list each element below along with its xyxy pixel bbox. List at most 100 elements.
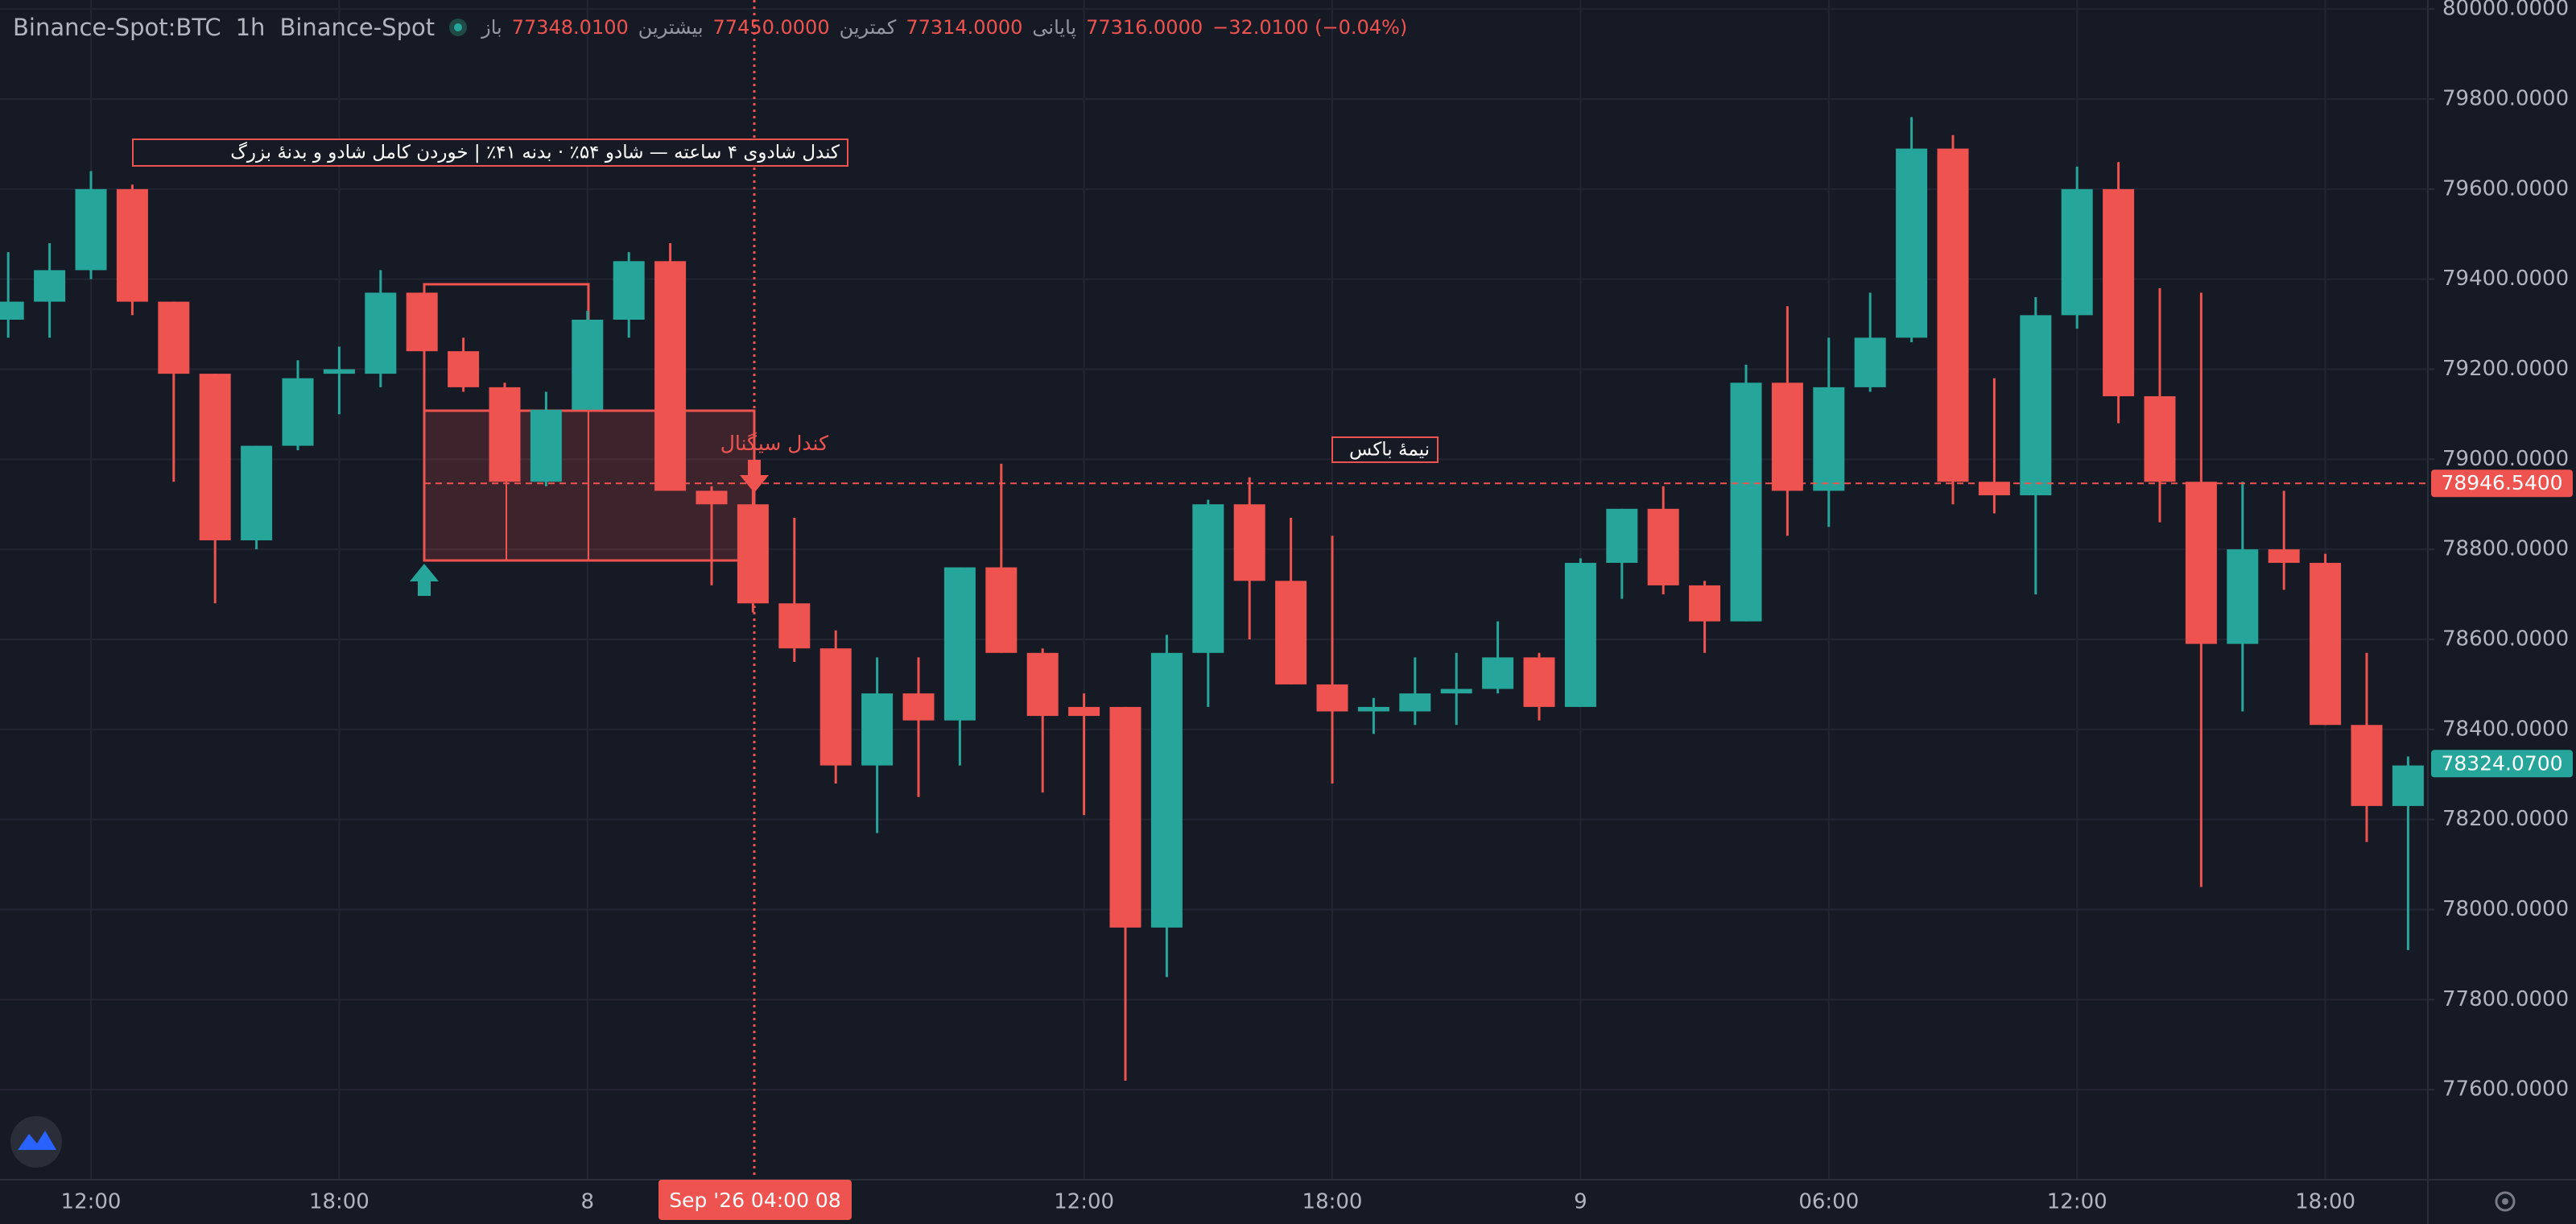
candle-body (2392, 765, 2424, 806)
candle-body (406, 292, 438, 352)
ohlc-label: بیشترین (638, 16, 704, 39)
y-tick-label: 78000.0000 (2442, 897, 2569, 921)
candle-body (1192, 504, 1224, 653)
candle-body (2185, 482, 2217, 644)
x-tick-label: 18:00 (2295, 1190, 2355, 1214)
change: −32.0100 (−0.04%) (1212, 16, 1408, 39)
candle-body (1399, 693, 1431, 712)
candle-body (241, 445, 273, 540)
logo (10, 1116, 62, 1168)
candle-body (1937, 148, 1969, 482)
x-tick-label: 18:00 (309, 1190, 369, 1214)
x-tick-label: 06:00 (1798, 1190, 1859, 1214)
settings-icon[interactable] (2495, 1191, 2516, 1212)
y-tick-label: 79400.0000 (2442, 267, 2569, 291)
signal-label: کندل سیگنال (720, 432, 828, 455)
candle-body (158, 301, 190, 374)
candle-body (1523, 657, 1555, 707)
ohlc-value: 77450.0000 (712, 16, 830, 39)
candle-body (2144, 396, 2176, 482)
ohlc-value: 77316.0000 (1086, 16, 1203, 39)
overlays: کندل شادوی ۴ ساعته — شادو ۵۴٪ · بدنه ۴۱٪… (132, 0, 2428, 1180)
ohlc-label: پایانی (1032, 16, 1077, 39)
y-tick-label: 77800.0000 (2442, 987, 2569, 1011)
down-arrow (740, 460, 769, 493)
candle-body (819, 648, 852, 766)
axes: 77600.0000 77800.0000 78000.0000 78200.0000… (61, 0, 2573, 1220)
y-tick-label: 79800.0000 (2442, 87, 2569, 111)
candle-body (943, 567, 976, 721)
exchange: Binance-Spot (279, 14, 436, 41)
annotation-text: کندل شادوی ۴ ساعته — شادو ۵۴٪ · بدنه ۴۱٪… (230, 142, 840, 163)
ohlc-label: کمترین (839, 16, 897, 39)
candle-body (1647, 508, 1679, 585)
candle-body (1068, 706, 1100, 717)
candle-body (489, 387, 521, 482)
candle-body (2020, 315, 2052, 496)
candle-body (1233, 504, 1265, 581)
symbol[interactable]: Binance-Spot:BTC (13, 14, 221, 41)
x-tick-label: 12:00 (61, 1190, 122, 1214)
candle-body (1440, 688, 1472, 694)
y-tick-label: 79000.0000 (2442, 447, 2569, 471)
level-label: 78946.5400 (2441, 471, 2562, 494)
candle-body (75, 188, 107, 271)
candle-body (696, 490, 728, 505)
candle-body (1978, 482, 2010, 496)
drawings (423, 283, 756, 562)
y-tick-label: 78600.0000 (2442, 627, 2569, 651)
candle-body (613, 261, 645, 320)
x-tick-label: 12:00 (1054, 1190, 1114, 1214)
up-arrow (410, 564, 439, 596)
ohlc-value: 77314.0000 (906, 16, 1023, 39)
candle-body (1854, 337, 1886, 387)
candle-body (1689, 585, 1721, 622)
interval[interactable]: 1h (235, 14, 266, 41)
candle-body (365, 292, 397, 374)
candle-body (1482, 657, 1514, 689)
candle-body (985, 567, 1018, 653)
candle-body (778, 603, 811, 649)
header: Binance-Spot:BTC 1h Binance-Spot باز 7734… (13, 10, 1407, 45)
candle-body (448, 351, 480, 387)
candles (0, 117, 2424, 1081)
crosshair-label: Sep '26 04:00 08 (669, 1189, 841, 1212)
candle-body (1150, 652, 1183, 928)
level-tag (2431, 469, 2573, 498)
y-tick-label: 80000.0000 (2442, 0, 2569, 21)
candle-body (282, 378, 314, 446)
candle-body (34, 270, 66, 302)
y-tick-label: 78800.0000 (2442, 537, 2569, 561)
half-box-label: نیمهٔ باکس (1349, 440, 1430, 461)
ohlc-label: باز (481, 16, 502, 39)
ohlc: باز 77348.0100 بیشترین 77450.0000 کمترین 7731… (481, 16, 1407, 39)
candle-body (902, 693, 935, 721)
candle-body (1357, 706, 1389, 712)
candle-body (1730, 382, 1762, 622)
candle-body (1771, 382, 1803, 491)
candle-body (2351, 725, 2383, 806)
candle-body (861, 693, 894, 766)
candle-body (1275, 581, 1307, 684)
y-tick-label: 78400.0000 (2442, 717, 2569, 741)
candle-body (2310, 562, 2342, 726)
y-tick-label: 77600.0000 (2442, 1077, 2569, 1102)
candle-body (572, 320, 604, 410)
candle-body (1896, 148, 1928, 338)
x-tick-label: 9 (1574, 1190, 1587, 1214)
x-tick-label: 18:00 (1302, 1190, 1363, 1214)
candle-body (1026, 652, 1059, 717)
last-price-tag (2431, 750, 2573, 778)
candle-body (199, 374, 231, 540)
candle-body (0, 301, 24, 320)
crosshair-tag (658, 1180, 852, 1220)
candle-body (1564, 562, 1596, 707)
annotation-box (1331, 436, 1439, 463)
y-tick-label: 79200.0000 (2442, 357, 2569, 381)
candle-body (323, 369, 355, 374)
last-price-label: 78324.0700 (2441, 751, 2562, 775)
ohlc-value: 77348.0100 (511, 16, 629, 39)
candle-body (1109, 706, 1141, 928)
